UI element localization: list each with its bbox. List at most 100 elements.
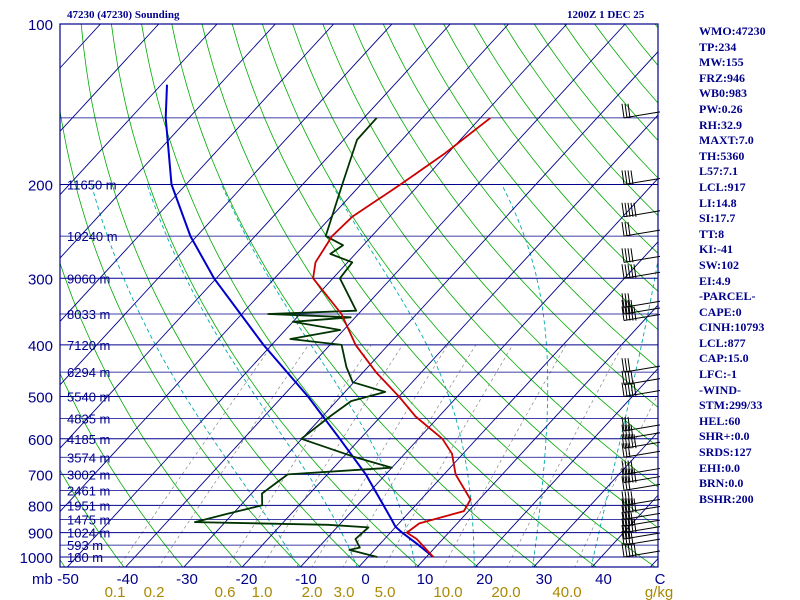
wind-barb [621,264,661,279]
wind-barb-flag [627,293,631,308]
mixing-ratio-tick-label: 0.6 [215,584,236,600]
isotherm [299,177,658,567]
wind-barb [621,293,661,308]
isotherm [533,431,658,567]
wind-barb [621,370,661,386]
wind-barb [621,443,661,458]
wind-barb-flag [627,424,631,439]
wind-barb-flag [621,222,625,237]
isotherm [60,24,218,196]
temperature-tick-label: 40 [595,571,612,588]
wind-barb [621,476,661,491]
wind-barb [621,202,661,218]
parcel-trace [164,84,434,558]
wind-barb [621,382,661,398]
wind-barb-flag [627,170,631,185]
wind-barb-flag [624,202,628,217]
wind-barb [621,416,661,432]
height-label: 180 m [67,550,103,565]
stat-line: BRN:0.0 [699,476,744,491]
wind-barb-flag [621,498,625,513]
wind-barb-flag [621,358,625,373]
wind-barb [621,434,661,449]
dry-adiabat [60,108,302,567]
temperature-tick-label: -10 [295,571,317,588]
stat-line: PW:0.26 [699,101,743,116]
moist-adiabat [331,184,475,567]
wind-barb-flag [627,542,631,558]
wind-barb-flag [624,518,628,533]
dry-adiabat [111,24,420,567]
wind-barb-flag [627,382,631,397]
dry-adiabat [292,24,658,488]
wind-barb-flag [630,299,634,315]
height-label: 5540 m [67,390,110,405]
stat-line: L57:7.1 [699,164,738,179]
wind-barb-flag [627,531,631,546]
temperature-tick-label: -40 [117,571,139,588]
height-label: 7120 m [67,338,110,353]
wind-barb-flag [630,531,634,546]
moist-adiabat [221,184,417,567]
height-label: 3574 m [67,450,110,465]
wind-barb-flag [621,103,625,118]
mixing-ratio-line [261,344,403,567]
wind-barb-flag [621,248,625,263]
stat-line: SW:102 [699,257,740,272]
mixing-ratio-line [506,344,624,567]
mixing-ratio-tick-label: 0.1 [105,584,126,600]
wind-barb [621,299,661,315]
isotherm [416,304,658,567]
wind-barb-flag [624,443,628,458]
wind-barb-flag [624,491,628,506]
isotherm [60,24,393,386]
wind-barb-flag [630,460,634,475]
mixing-ratio-tick-label: 1.0 [252,584,273,600]
wind-barb-flag [621,491,625,506]
wind-barb-flag [627,468,631,483]
pressure-tick-label: 500 [28,390,53,407]
isotherm [124,24,626,567]
height-label: 10240 m [67,229,118,244]
stat-line: CAPE:0 [699,304,742,319]
wind-barb-flag [624,248,628,263]
wind-barb [621,358,661,373]
wind-barb-flag [624,460,628,475]
wind-barb-flag [624,103,628,118]
wind-barb [621,524,661,540]
wind-barb-flag [627,306,631,321]
wind-barb-flag [624,264,628,279]
stat-line: SHR+:0.0 [699,429,750,444]
pressure-tick-label: 200 [28,177,53,194]
wind-barb-flag [624,434,628,449]
wind-barb-flag [621,293,625,308]
height-label: 2461 m [67,483,110,498]
height-label: 3002 m [67,467,110,482]
wind-barb-flag [624,416,628,431]
mixing-ratio-unit-label: g/kg [645,584,673,600]
wind-barb-flag [624,505,628,520]
temperature-tick-label: 0 [361,571,369,588]
wind-barb-flag [621,443,625,458]
wind-barb-flag [630,264,634,279]
wind-barb-flag [630,370,634,385]
wind-barb-flag [633,434,637,449]
isotherm [0,24,42,568]
pressure-tick-label: 1000 [20,550,53,567]
wind-barb-flag [627,460,631,475]
stat-line: -WIND- [699,382,741,397]
wind-barb-flag [633,468,637,483]
wind-barb-flag [627,518,631,533]
stat-line: LI:14.8 [699,195,737,210]
isotherm [474,367,658,567]
pressure-tick-label: 300 [28,271,53,288]
wind-barb-flag [627,498,631,513]
stat-line: SI:17.7 [699,211,736,226]
wind-barb-flag [630,518,634,533]
wind-barb-flag [621,306,625,321]
dewpoint-trace [194,117,393,558]
wind-barb-flag [621,460,625,475]
dry-adiabat [60,559,66,567]
wind-barb-flag [627,476,631,491]
height-label: 4185 m [67,432,110,447]
